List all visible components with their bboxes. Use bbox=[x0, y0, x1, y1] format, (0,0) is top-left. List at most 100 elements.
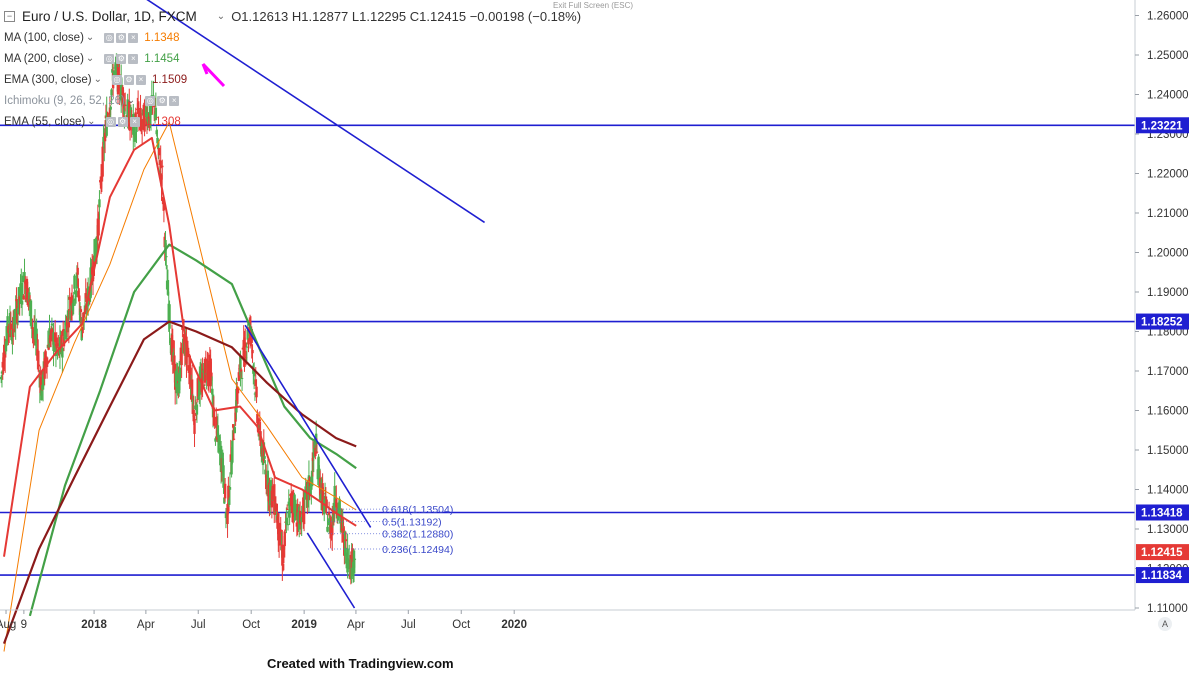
candle-body bbox=[223, 497, 226, 504]
settings-icon[interactable]: ⚙ bbox=[123, 74, 134, 85]
time-tick-label[interactable]: Apr bbox=[347, 619, 365, 631]
auto-scale-button[interactable]: A bbox=[1158, 617, 1172, 631]
candle-body bbox=[240, 369, 243, 372]
candle-body bbox=[146, 112, 149, 122]
candle-body bbox=[233, 427, 237, 434]
candle-body bbox=[101, 146, 104, 177]
trendline[interactable] bbox=[244, 324, 372, 528]
symbol-title[interactable]: Euro / U.S. Dollar, 1D, FXCM bbox=[22, 9, 197, 24]
candle-body bbox=[45, 357, 49, 367]
candle-body bbox=[190, 379, 194, 402]
candle-body bbox=[243, 337, 246, 367]
last-price-tag bbox=[1136, 544, 1189, 561]
horizontal-levels[interactable] bbox=[0, 124, 1135, 576]
indicator-row[interactable]: EMA (55, close) ⌄ ◎ ⚙ × 1.1308 bbox=[4, 111, 581, 132]
chevron-down-icon[interactable]: ⌄ bbox=[87, 116, 96, 127]
candle-body bbox=[57, 343, 60, 346]
candle-body bbox=[196, 378, 199, 400]
chevron-down-icon[interactable]: ⌄ bbox=[93, 74, 102, 85]
time-tick-label[interactable]: 2020 bbox=[501, 619, 527, 631]
chevron-down-icon[interactable]: ⌄ bbox=[85, 32, 95, 43]
time-tick-label[interactable]: Jul bbox=[191, 619, 206, 631]
candle-body bbox=[199, 374, 203, 378]
candle-body bbox=[49, 335, 52, 344]
fibonacci-label: 0.382(1.12880) bbox=[382, 529, 453, 541]
time-tick-label[interactable]: Apr bbox=[137, 619, 155, 631]
candle-body bbox=[182, 334, 186, 353]
moving-average-line bbox=[3, 121, 357, 652]
settings-icon[interactable]: ⚙ bbox=[157, 95, 168, 106]
price-axis[interactable]: 1.260001.250001.240001.230001.220001.210… bbox=[1135, 11, 1189, 616]
candle-body bbox=[231, 424, 235, 428]
visibility-icon[interactable]: ◎ bbox=[145, 95, 156, 106]
chevron-down-icon[interactable]: ⌄ bbox=[126, 95, 136, 106]
trendline[interactable] bbox=[132, 0, 486, 224]
candle-body bbox=[23, 272, 26, 282]
candle-body bbox=[171, 340, 174, 360]
candle-body bbox=[258, 419, 261, 422]
time-tick-label[interactable]: Aug bbox=[0, 619, 16, 631]
indicator-buttons: ◎ ⚙ × bbox=[145, 95, 180, 106]
settings-icon[interactable]: ⚙ bbox=[117, 116, 128, 127]
candle-body bbox=[33, 323, 37, 340]
candle-body bbox=[279, 529, 282, 545]
time-axis[interactable]: Aug 9 2018 Apr Jul Oct 2019 Apr Jul Oct 2020 bbox=[0, 610, 527, 631]
candle-body bbox=[21, 275, 25, 283]
candle-body bbox=[110, 89, 113, 96]
candle-body bbox=[256, 418, 260, 433]
time-tick-label[interactable]: 2018 bbox=[81, 619, 107, 631]
candle-body bbox=[180, 352, 183, 366]
indicator-row[interactable]: Ichimoku (9, 26, 52, 26) ⌄ ◎ ⚙ × bbox=[4, 90, 581, 111]
trendlines[interactable] bbox=[132, 0, 486, 609]
settings-icon[interactable]: ⚙ bbox=[116, 32, 127, 43]
chevron-down-icon[interactable]: ⌄ bbox=[216, 11, 226, 22]
candle-body bbox=[28, 292, 31, 302]
visibility-icon[interactable]: ◎ bbox=[104, 53, 115, 64]
candle-body bbox=[0, 371, 4, 374]
collapse-legend-icon[interactable]: − bbox=[4, 11, 15, 22]
indicator-row[interactable]: MA (200, close) ⌄ ◎ ⚙ × 1.1454 bbox=[4, 48, 581, 69]
close-icon[interactable]: × bbox=[128, 53, 139, 64]
level-price-tag bbox=[1136, 117, 1189, 134]
visibility-icon[interactable]: ◎ bbox=[104, 32, 115, 43]
candle-body bbox=[231, 440, 234, 463]
candle-body bbox=[77, 290, 80, 298]
visibility-icon[interactable]: ◎ bbox=[111, 74, 122, 85]
candle-body bbox=[73, 275, 76, 289]
close-icon[interactable]: × bbox=[129, 116, 140, 127]
exit-fullscreen-hint[interactable]: Exit Full Screen (ESC) bbox=[553, 1, 634, 10]
candle-body bbox=[74, 290, 78, 298]
close-icon[interactable]: × bbox=[135, 74, 146, 85]
time-tick-label[interactable]: Oct bbox=[242, 619, 261, 631]
candle-body bbox=[37, 351, 40, 360]
candle-body bbox=[158, 170, 162, 175]
candle-body bbox=[288, 498, 291, 518]
candle-body bbox=[326, 526, 329, 532]
price-tick-label: 1.20000 bbox=[1147, 248, 1189, 260]
candle-body bbox=[236, 387, 239, 401]
close-icon[interactable]: × bbox=[169, 95, 180, 106]
trendline[interactable] bbox=[306, 532, 356, 609]
indicator-value: 1.1308 bbox=[145, 115, 181, 128]
chevron-down-icon[interactable]: ⌄ bbox=[85, 53, 95, 64]
candle-body bbox=[264, 469, 267, 475]
time-tick-label[interactable]: 2019 bbox=[291, 619, 317, 631]
candle-body bbox=[341, 521, 344, 523]
price-tick-label: 1.16000 bbox=[1147, 406, 1189, 418]
time-tick-label[interactable]: Jul bbox=[401, 619, 416, 631]
visibility-icon[interactable]: ◎ bbox=[105, 116, 116, 127]
time-tick-label[interactable]: 9 bbox=[21, 619, 27, 631]
candle-body bbox=[161, 165, 164, 168]
level-price-tag bbox=[1136, 313, 1189, 330]
indicator-row[interactable]: MA (100, close) ⌄ ◎ ⚙ × 1.1348 bbox=[4, 27, 581, 48]
candle-body bbox=[303, 491, 307, 500]
indicator-row[interactable]: EMA (300, close) ⌄ ◎ ⚙ × 1.1509 bbox=[4, 69, 581, 90]
candle-body bbox=[161, 196, 165, 205]
time-tick-label[interactable]: Oct bbox=[452, 619, 471, 631]
candle-body bbox=[108, 107, 112, 115]
candle-body bbox=[285, 517, 288, 525]
price-tick-label: 1.25000 bbox=[1147, 50, 1189, 62]
settings-icon[interactable]: ⚙ bbox=[116, 53, 127, 64]
close-icon[interactable]: × bbox=[128, 32, 139, 43]
